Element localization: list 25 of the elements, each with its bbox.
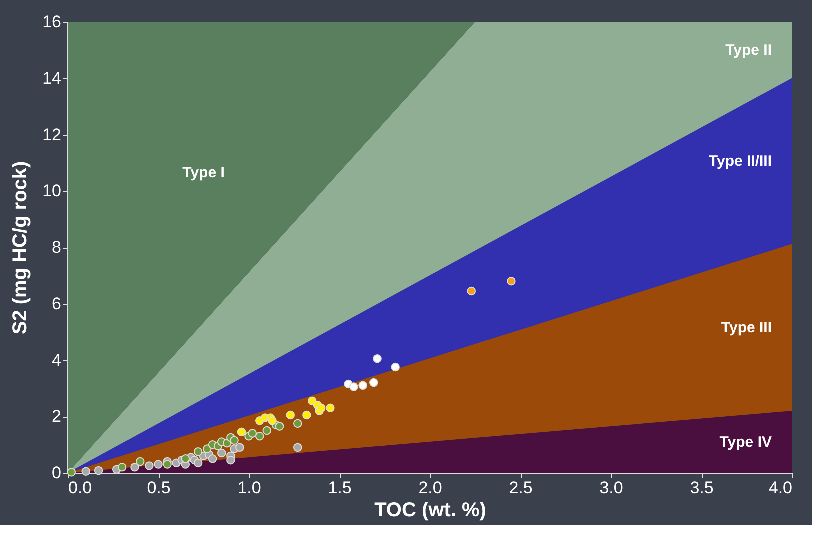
series-label: Type I: [182, 164, 225, 182]
x-tick-label: 0.5: [147, 478, 171, 498]
series-label: Type IV: [720, 434, 772, 451]
y-tick-label: 14: [42, 68, 62, 88]
x-tick-label: 1.5: [328, 478, 352, 498]
x-tick-label: 2.5: [509, 478, 533, 498]
x-axis-title: TOC (wt. %): [374, 500, 486, 522]
series-label: Type III: [721, 320, 772, 337]
x-tick-label: 1.0: [238, 478, 262, 498]
series-label: Type II: [726, 42, 772, 60]
y-tick-label: 2: [52, 407, 62, 426]
x-tick-label: 0.0: [68, 478, 92, 498]
y-tick-label: 16: [42, 12, 62, 32]
x-tick-label: 4.0: [768, 478, 792, 498]
y-tick-label: 10: [42, 182, 62, 201]
y-tick-label: 6: [52, 294, 62, 314]
y-tick-label: 8: [52, 238, 62, 257]
y-tick-label: 12: [42, 125, 62, 144]
y-tick-label: 4: [52, 350, 62, 370]
series-label: Type II/III: [708, 153, 772, 170]
x-tick-label: 2.0: [418, 478, 442, 498]
x-tick-label: 3.0: [600, 478, 624, 498]
y-tick-label: 0: [52, 464, 62, 482]
y-axis-title: S2 (mg HC/g rock): [10, 161, 32, 335]
x-tick-label: 3.5: [690, 478, 714, 498]
